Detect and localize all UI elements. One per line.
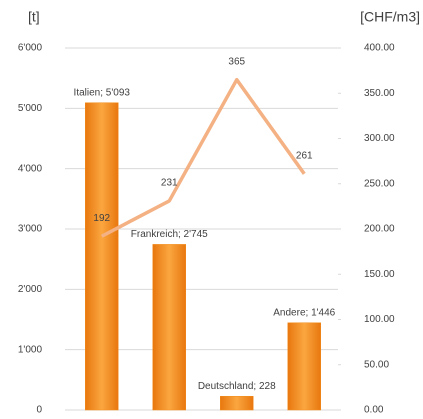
y-tick-label: 5'000 [18,103,43,114]
y2-tick-label: 100.00 [364,314,395,325]
line [100,77,306,238]
y2-tick-label: 50.00 [364,359,389,370]
bar [220,395,254,411]
data-label: 192 [93,213,110,224]
y2-tick-label: 200.00 [364,224,395,235]
data-label: Italien; 5'093 [74,87,131,98]
bar [152,244,186,411]
y2-tick-label: 400.00 [364,43,395,54]
data-label: Andere; 1'446 [273,307,335,318]
y-tick-label: 0 [36,405,42,416]
data-label: 231 [161,178,178,189]
y-tick-label: 4'000 [18,163,43,174]
data-label: 261 [296,150,313,161]
bar [287,322,321,411]
bar [85,102,119,411]
y2-tick-label: 0.00 [364,405,384,416]
y-tick-label: 1'000 [18,344,43,355]
y2-axis-title: [CHF/m3] [360,9,420,25]
y-axis-title: [t] [28,9,40,25]
y-tick-label: 3'000 [18,224,43,235]
y2-tick-label: 300.00 [364,133,395,144]
y-tick-label: 6'000 [18,43,43,54]
data-label: Frankreich; 2'745 [131,229,208,240]
data-label: 365 [228,56,245,67]
y-tick-label: 2'000 [18,284,43,295]
data-label: Deutschland; 228 [198,381,276,392]
y2-tick-label: 250.00 [364,178,395,189]
y2-tick-label: 150.00 [364,269,395,280]
y2-tick-label: 350.00 [364,88,395,99]
